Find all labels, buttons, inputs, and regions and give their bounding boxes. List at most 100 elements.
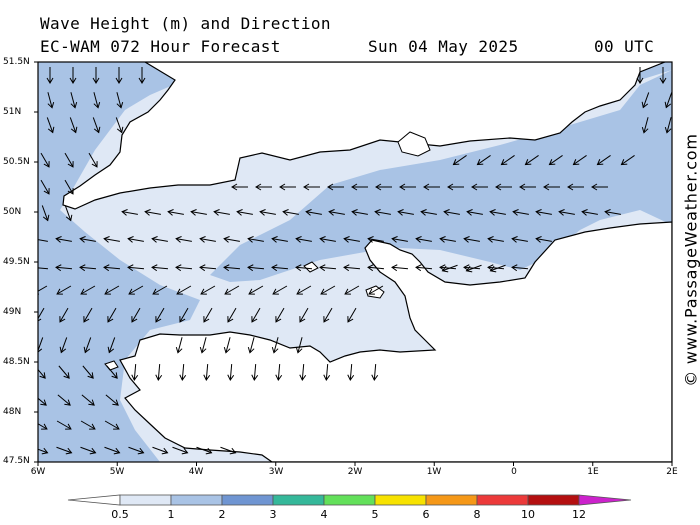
direction-arrow [199,236,216,243]
direction-arrow [439,236,456,243]
direction-arrow [347,363,355,381]
direction-arrow [227,363,235,381]
direction-arrow [138,67,146,84]
direction-arrow [175,264,193,272]
direction-arrow [471,183,488,191]
land-jersey [365,285,385,299]
direction-arrow [179,307,189,323]
direction-arrow [511,264,529,272]
legend-label: 4 [320,508,328,521]
direction-arrow [489,264,506,273]
direction-arrow [223,264,241,272]
direction-arrow [127,236,144,243]
legend-high-cap [578,494,632,506]
direction-arrow [282,209,299,216]
lon-label: 6W [30,467,46,477]
legend-swatch [272,494,325,506]
direction-arrow [604,209,621,216]
direction-arrow [295,264,313,272]
direction-arrow [620,155,635,166]
legend-swatch [527,494,580,506]
direction-arrow [121,209,138,216]
direction-arrow [251,307,261,323]
lon-label: 1E [587,467,599,477]
direction-arrow [83,307,93,323]
direction-arrow [351,209,368,216]
direction-arrow [172,446,189,455]
direction-arrow [375,183,392,191]
direction-arrow [40,152,50,168]
direction-arrow [659,67,667,84]
direction-arrow [347,307,357,323]
wave-zone-medium-atlantic [38,62,200,462]
direction-arrow [103,264,121,272]
direction-arrow [271,264,289,272]
direction-arrow [115,117,124,134]
direction-arrow [106,365,118,379]
direction-arrow [295,337,303,354]
direction-arrow [144,209,161,216]
direction-arrow [83,337,92,354]
lat-label: 47.5N [3,456,30,466]
direction-arrow [38,238,48,242]
direction-arrow [535,236,552,243]
direction-arrow [196,446,213,455]
direction-arrow [567,183,584,191]
direction-arrow [259,209,276,216]
direction-arrow [104,420,120,430]
direction-arrow [465,264,482,273]
direction-arrow [38,420,48,430]
direction-arrow [272,285,288,295]
direction-arrow [248,285,264,295]
direction-arrow [452,155,467,166]
lon-label: 2E [666,467,678,477]
direction-arrow [107,337,116,354]
direction-arrow [636,67,644,84]
direction-arrow [38,307,45,323]
direction-arrow [500,155,515,166]
direction-arrow [56,285,72,295]
direction-arrow [275,363,283,381]
direction-arrow [79,264,97,272]
credit-watermark: © www.PassageWeather.com [681,133,700,387]
lat-label: 49.5N [3,257,30,267]
land-england [62,62,666,210]
direction-arrow [57,394,71,406]
wave-direction-arrows [38,67,672,455]
direction-arrow [415,236,432,243]
lat-label: 51N [3,107,22,117]
direction-arrow [572,155,587,166]
direction-arrow [151,236,168,243]
legend-label: 8 [473,508,481,521]
direction-arrow [81,394,95,406]
direction-arrow [200,285,216,295]
direction-arrow [55,264,73,272]
direction-arrow [176,285,192,295]
direction-arrow [367,236,384,243]
legend-label: 6 [422,508,430,521]
direction-arrow [476,155,491,166]
direction-arrow [231,183,248,191]
direction-arrow [279,183,296,191]
direction-arrow [303,183,320,191]
direction-arrow [116,92,124,109]
direction-arrow [64,152,74,168]
map-area [38,62,672,462]
direction-arrow [69,67,77,84]
direction-arrow [92,117,101,134]
direction-arrow [115,67,123,84]
direction-arrow [46,67,54,84]
direction-arrow [466,209,483,216]
direction-arrow [59,307,69,323]
legend-label: 10 [521,508,535,521]
direction-arrow [190,209,207,216]
direction-arrow [82,365,94,379]
direction-arrow [391,236,408,243]
direction-arrow [343,264,361,272]
legend-low-cap [67,494,121,506]
lat-label: 49N [3,307,22,317]
direction-arrow [296,285,312,295]
direction-arrow [103,236,120,243]
direction-arrow [128,446,145,455]
direction-arrow [213,209,230,216]
